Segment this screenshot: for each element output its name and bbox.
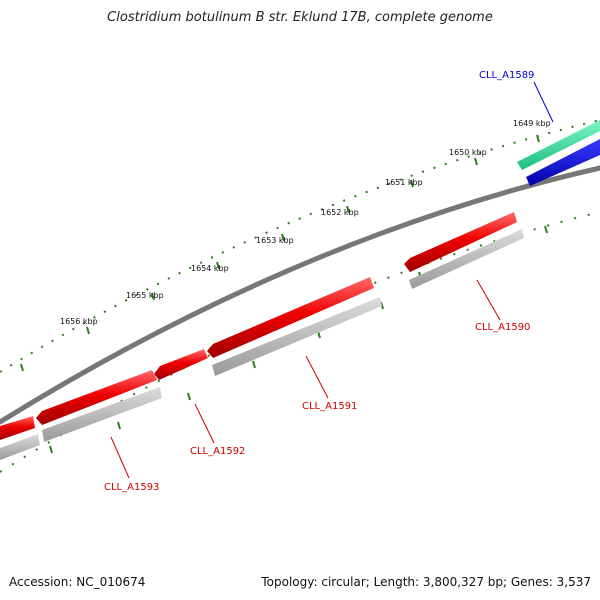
scale-label-1651: 1651 kbp [385,178,423,187]
gene-shadow-a1593 [0,434,40,460]
gene-label-cll-a1593: CLL_A1593 [104,482,159,493]
gene-cll-a1591[interactable] [207,277,374,358]
scale-label-1652: 1652 kbp [321,208,359,217]
gene-label-cll-a1590: CLL_A1590 [475,322,530,333]
gene-shadow-a1591 [212,297,382,376]
leader-cll-a1591 [305,355,329,399]
gene-cll-a1592[interactable] [36,370,157,425]
topology-label: Topology: circular; Length: 3,800,327 bp… [261,575,591,589]
scale-track-lower [0,211,600,473]
gene-label-cll-a1592: CLL_A1592 [190,446,245,457]
leader-cll-a1592 [194,403,215,444]
scale-label-1654: 1654 kbp [191,264,229,273]
gene-shadow-a1592 [42,387,162,442]
leader-cll-a1589 [533,81,554,123]
scale-label-1649: 1649 kbp [513,119,551,128]
gene-cll-a1589-green[interactable] [517,120,600,170]
genome-backbone [0,165,600,425]
leader-cll-a1590 [476,279,501,321]
genome-title: Clostridium botulinum B str. Eklund 17B,… [107,10,493,25]
scale-label-1653: 1653 kbp [256,236,294,245]
gene-cll-a1590[interactable] [404,212,517,272]
scale-label-1655: 1655 kbp [126,291,164,300]
leader-cll-a1593 [110,436,130,479]
scale-ticks-upper [20,134,540,372]
gene-cll-a1592-right[interactable] [154,349,208,380]
gene-cll-a1589-blue[interactable] [526,139,600,186]
gene-label-cll-a1589: CLL_A1589 [479,70,534,81]
scale-label-1656: 1656 kbp [60,317,98,326]
gene-cll-a1593[interactable] [0,416,35,440]
scale-label-1650: 1650 kbp [449,148,487,157]
gene-shadow-a1590 [409,229,524,289]
gene-label-cll-a1591: CLL_A1591 [302,401,357,412]
accession-label: Accession: NC_010674 [9,575,146,589]
